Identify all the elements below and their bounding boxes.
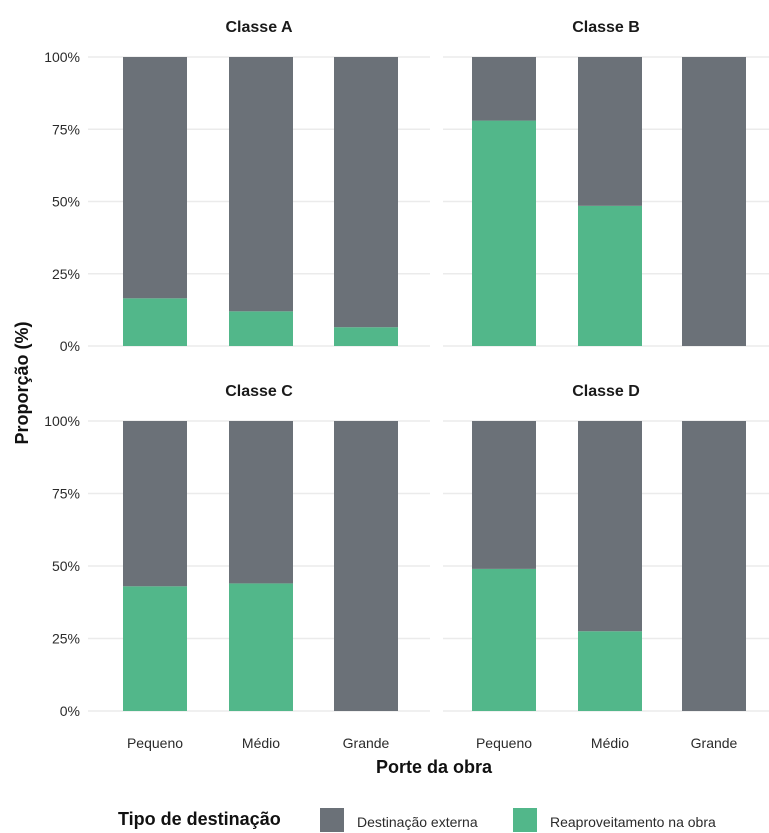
bar-classe-a-pequeno-destinacao-externa — [123, 57, 187, 299]
bar-classe-c-medio-destinacao-externa — [229, 421, 293, 584]
bar-classe-a-pequeno-reaproveitamento-na-obra — [123, 298, 187, 346]
x-axis-title: Porte da obra — [376, 757, 493, 777]
bar-classe-b-pequeno-destinacao-externa — [472, 57, 536, 121]
y-tick-label: 50% — [52, 194, 80, 210]
bar-classe-d-grande-destinacao-externa — [682, 421, 746, 711]
legend-key-reaproveitamento-na-obra — [513, 808, 537, 832]
x-tick-label: Grande — [343, 735, 390, 751]
facet-title-classe-d: Classe D — [572, 383, 640, 400]
bar-classe-c-pequeno-reaproveitamento-na-obra — [123, 586, 187, 711]
bars — [123, 57, 746, 711]
y-tick-label: 50% — [52, 558, 80, 574]
bar-classe-d-pequeno-destinacao-externa — [472, 421, 536, 569]
y-tick-label: 75% — [52, 121, 80, 137]
y-tick-label: 25% — [52, 266, 80, 282]
bar-classe-c-medio-reaproveitamento-na-obra — [229, 583, 293, 711]
bar-classe-a-grande-destinacao-externa — [334, 57, 398, 328]
bar-classe-d-medio-destinacao-externa — [578, 421, 642, 632]
y-tick-label: 75% — [52, 486, 80, 502]
y-tick-label: 0% — [60, 703, 80, 719]
facet-title-classe-b: Classe B — [572, 19, 640, 36]
bar-classe-c-grande-destinacao-externa — [334, 421, 398, 711]
bar-classe-d-pequeno-reaproveitamento-na-obra — [472, 568, 536, 711]
y-tick-label: 100% — [44, 49, 80, 65]
y-axis-title: Proporção (%) — [12, 321, 32, 444]
x-tick-label: Médio — [242, 735, 280, 751]
bar-classe-c-pequeno-destinacao-externa — [123, 421, 187, 587]
legend-label-reaproveitamento-na-obra: Reaproveitamento na obra — [550, 814, 716, 830]
x-tick-label: Grande — [691, 735, 738, 751]
y-tick-label: 25% — [52, 631, 80, 647]
x-tick-label: Pequeno — [476, 735, 532, 751]
y-tick-label: 0% — [60, 338, 80, 354]
bar-classe-b-grande-destinacao-externa — [682, 57, 746, 346]
legend-title: Tipo de destinação — [118, 809, 281, 829]
chart-text: Proporção (%) Porte da obra Tipo de dest… — [12, 19, 738, 829]
bar-classe-b-medio-reaproveitamento-na-obra — [578, 205, 642, 346]
bar-classe-b-medio-destinacao-externa — [578, 57, 642, 206]
bar-classe-a-medio-reaproveitamento-na-obra — [229, 311, 293, 346]
y-tick-label: 100% — [44, 413, 80, 429]
bar-classe-a-grande-reaproveitamento-na-obra — [334, 327, 398, 346]
bar-classe-b-pequeno-reaproveitamento-na-obra — [472, 120, 536, 346]
gridlines — [88, 56, 769, 712]
legend: Destinação externa Reaproveitamento na ob… — [320, 808, 716, 832]
legend-label-destinacao-externa: Destinação externa — [357, 814, 478, 830]
bar-classe-d-medio-reaproveitamento-na-obra — [578, 631, 642, 711]
facet-title-classe-a: Classe A — [226, 19, 293, 36]
legend-key-destinacao-externa — [320, 808, 344, 832]
x-tick-label: Médio — [591, 735, 629, 751]
bar-classe-a-medio-destinacao-externa — [229, 57, 293, 312]
x-tick-label: Pequeno — [127, 735, 183, 751]
facet-title-classe-c: Classe C — [225, 383, 293, 400]
